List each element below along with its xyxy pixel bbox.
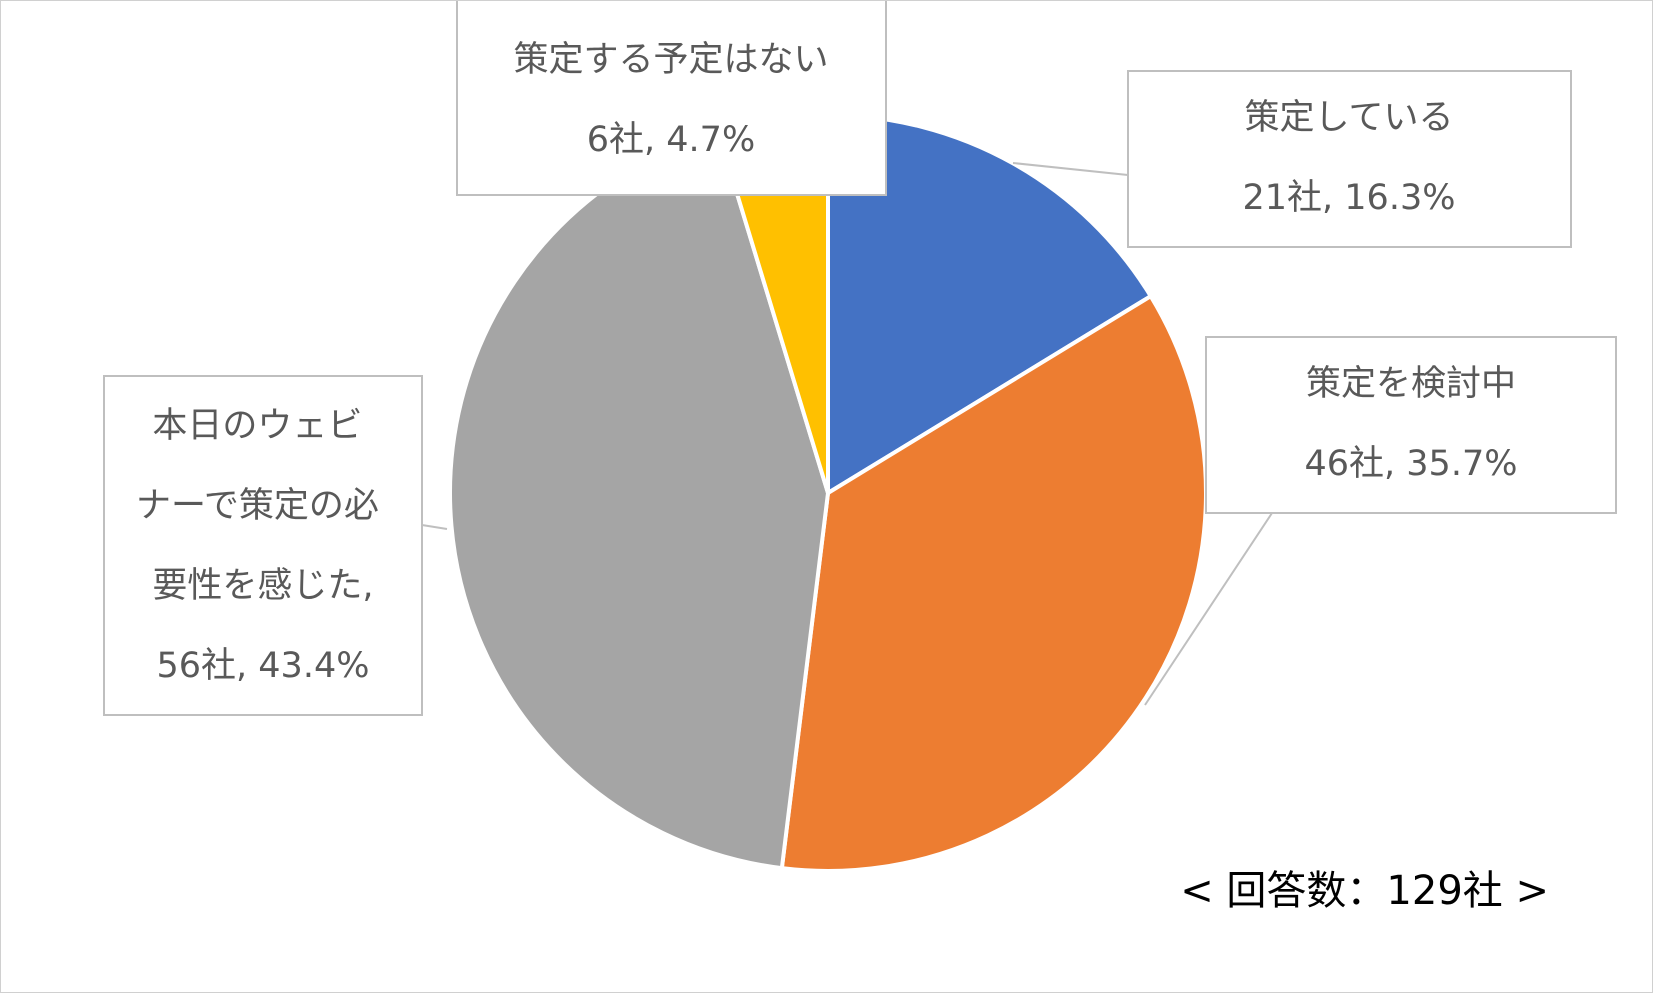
callout-box-no-plan xyxy=(456,1,887,196)
slice-label-webinar-line-2: ナーで策定の必 xyxy=(136,486,379,526)
callout-box-webinar xyxy=(103,375,423,716)
pie-slices xyxy=(448,113,1209,873)
slice-label-planned: 策定している xyxy=(1245,98,1454,138)
callout-planned: 策定している 21社, 16.3% xyxy=(1127,70,1572,248)
leader-line-webinar xyxy=(421,431,448,530)
slice-label-no-plan: 策定する予定はない xyxy=(513,40,828,80)
slice-label-webinar-line-3: 要性を感じた, xyxy=(152,566,373,606)
slice-label-webinar-line-1: 本日のウェビ xyxy=(152,406,362,446)
slice-webinar xyxy=(448,129,830,871)
slice-considering xyxy=(779,294,1209,873)
callout-considering: 策定を検討中 46社, 35.7% xyxy=(1205,336,1617,514)
slice-value-webinar: 56社, 43.4% xyxy=(157,646,370,686)
slice-label-webinar: 本日のウェビ ナーで策定の必 要性を感じた, xyxy=(136,406,390,606)
callout-no-plan: 策定する予定はない 6社, 4.7% xyxy=(456,1,887,196)
callout-webinar: 本日のウェビ ナーで策定の必 要性を感じた, 56社, 43.4% xyxy=(103,375,423,716)
slice-value-no-plan: 6社, 4.7% xyxy=(587,120,755,160)
slice-value-considering: 46社, 35.7% xyxy=(1305,444,1518,484)
slice-label-considering: 策定を検討中 xyxy=(1306,364,1516,404)
respondent-count-footnote: < 回答数：129社 > xyxy=(1180,868,1549,914)
callout-box-considering xyxy=(1205,336,1617,514)
callout-box-planned xyxy=(1127,70,1572,248)
slice-value-planned: 21社, 16.3% xyxy=(1243,178,1456,218)
